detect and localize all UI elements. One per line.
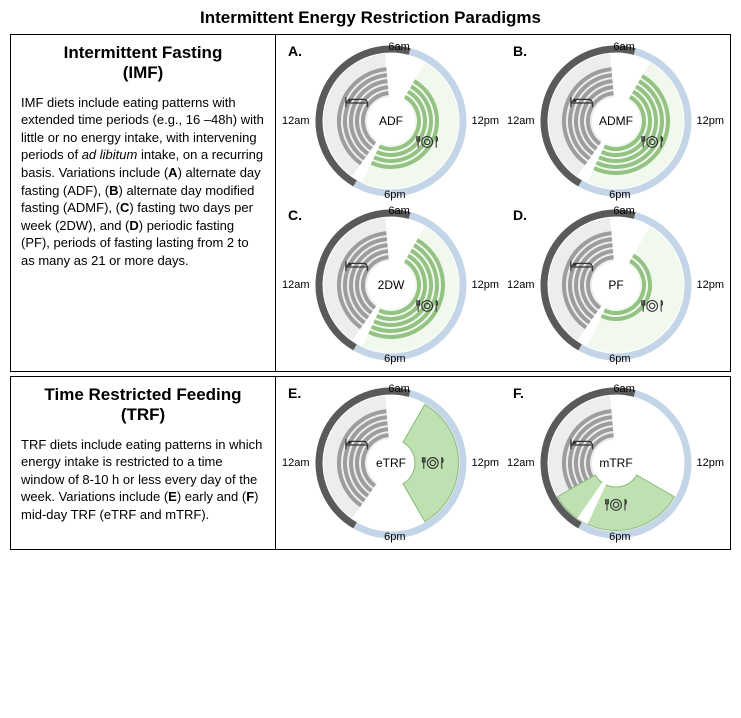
time-12pm: 12pm (471, 457, 499, 469)
panel-letter: F. (513, 385, 524, 401)
clock-2dw: C. 6am 12pm 6pm 12am 2DW (282, 205, 499, 365)
panel-letter: B. (513, 43, 527, 59)
time-12pm: 12pm (696, 279, 724, 291)
clock-pf: D. 6am 12pm 6pm 12am PF (507, 205, 724, 365)
time-12pm: 12pm (696, 457, 724, 469)
time-12pm: 12pm (471, 279, 499, 291)
panel-letter: D. (513, 207, 527, 223)
time-12pm: 12pm (471, 115, 499, 127)
panel-letter: E. (288, 385, 301, 401)
clock-etrf: E. 6am 12pm 6pm 12am eTRF (282, 383, 499, 543)
panel-letter: A. (288, 43, 302, 59)
trf-section: Time Restricted Feeding (TRF) TRF diets … (10, 376, 731, 550)
svg-text:ADMF: ADMF (599, 114, 633, 128)
imf-body: IMF diets include eating patterns with e… (21, 94, 265, 269)
time-6am: 6am (388, 383, 409, 395)
time-12am: 12am (507, 115, 535, 127)
time-6pm: 6pm (384, 353, 405, 365)
svg-text:2DW: 2DW (377, 278, 404, 292)
time-6am: 6am (613, 205, 634, 217)
time-12am: 12am (282, 279, 310, 291)
time-12am: 12am (282, 457, 310, 469)
time-6am: 6am (613, 41, 634, 53)
trf-heading: Time Restricted Feeding (TRF) (21, 385, 265, 426)
time-6pm: 6pm (384, 531, 405, 543)
time-6pm: 6pm (609, 531, 630, 543)
svg-text:eTRF: eTRF (376, 456, 406, 470)
imf-section: Intermittent Fasting (IMF) IMF diets inc… (10, 34, 731, 372)
time-12am: 12am (507, 457, 535, 469)
time-6am: 6am (388, 41, 409, 53)
time-6pm: 6pm (609, 353, 630, 365)
svg-text:PF: PF (608, 278, 623, 292)
time-6am: 6am (613, 383, 634, 395)
trf-text-panel: Time Restricted Feeding (TRF) TRF diets … (11, 377, 276, 549)
time-12am: 12am (507, 279, 535, 291)
time-6pm: 6pm (384, 189, 405, 201)
main-title: Intermittent Energy Restriction Paradigm… (10, 8, 731, 28)
imf-heading: Intermittent Fasting (IMF) (21, 43, 265, 84)
imf-text-panel: Intermittent Fasting (IMF) IMF diets inc… (11, 35, 276, 371)
panel-letter: C. (288, 207, 302, 223)
time-12am: 12am (282, 115, 310, 127)
time-6am: 6am (388, 205, 409, 217)
svg-text:ADF: ADF (379, 114, 403, 128)
time-12pm: 12pm (696, 115, 724, 127)
clock-mtrf: F. 6am 12pm 6pm 12am mTRF (507, 383, 724, 543)
clock-admf: B. 6am 12pm 6pm 12am ADMF (507, 41, 724, 201)
clock-adf: A. 6am 12pm 6pm 12am ADF (282, 41, 499, 201)
svg-text:mTRF: mTRF (599, 456, 632, 470)
trf-diagram-panel: E. 6am 12pm 6pm 12am eTRF F. 6am 12pm 6p… (276, 377, 730, 549)
imf-diagram-panel: A. 6am 12pm 6pm 12am ADF B. 6am 12pm 6pm… (276, 35, 730, 371)
time-6pm: 6pm (609, 189, 630, 201)
trf-body: TRF diets include eating patterns in whi… (21, 436, 265, 524)
